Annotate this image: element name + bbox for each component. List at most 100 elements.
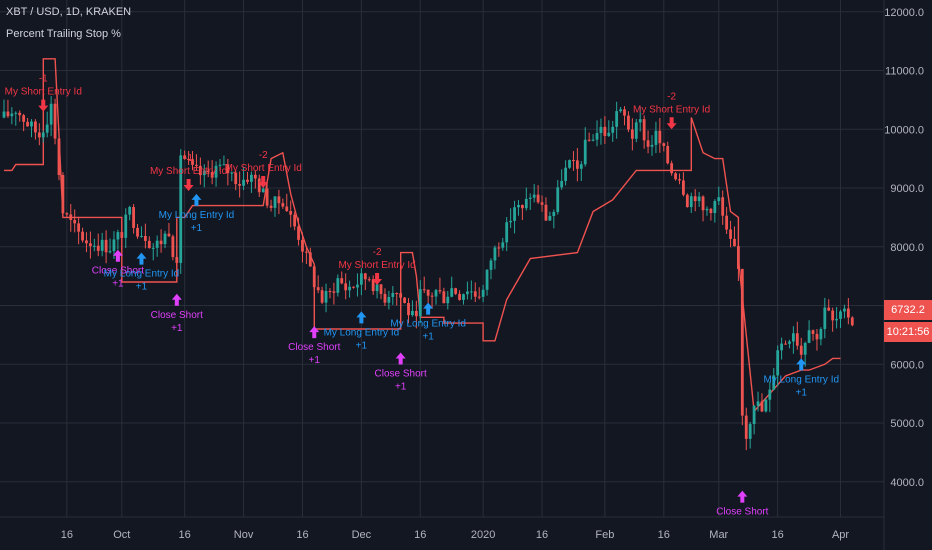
signal-arrow: [309, 326, 320, 339]
signal-arrow: [666, 117, 677, 130]
candle-body: [611, 126, 615, 133]
candle-body: [312, 266, 316, 288]
signal-arrow: [423, 302, 434, 315]
candle-body: [532, 194, 536, 198]
candle-body: [839, 311, 842, 319]
candle-body: [579, 164, 583, 169]
candle-body: [336, 278, 340, 293]
candle-body: [564, 167, 567, 181]
candle-body: [835, 318, 838, 321]
candle-body: [583, 139, 587, 165]
signal-qty: +1: [356, 340, 368, 351]
candle-body: [328, 291, 332, 293]
candle-body: [815, 333, 819, 340]
candle-body: [776, 350, 780, 376]
time-tick-label: 16: [61, 529, 73, 541]
candle-body: [89, 243, 92, 247]
candle-body: [505, 222, 509, 243]
candle-body: [485, 269, 489, 290]
candle-body: [418, 289, 422, 317]
time-tick-label: 16: [296, 529, 308, 541]
candle-body: [45, 124, 49, 133]
candle-body: [524, 198, 528, 209]
candle-body: [846, 308, 850, 318]
candle-body: [575, 160, 579, 169]
candle-body: [630, 129, 634, 139]
candle-body: [195, 164, 198, 166]
candle-body: [293, 214, 297, 227]
signal-label: My Short Entry Id: [338, 260, 415, 271]
signal-qty: +1: [309, 355, 321, 366]
candle-body: [289, 211, 293, 215]
candle-body: [705, 208, 709, 211]
signals-layer: Close Short +1 Close Short +1 Close Short +1 C…: [5, 74, 839, 518]
candle-body: [367, 279, 371, 281]
candle-body: [116, 232, 120, 240]
signal-arrow: [171, 293, 182, 306]
candle-body: [57, 138, 61, 176]
candle-body: [297, 226, 300, 240]
candle-body: [261, 188, 265, 193]
candle-body: [92, 245, 96, 247]
candle-body: [407, 302, 410, 316]
price-tick-label: 8000.0: [890, 242, 924, 254]
candle-body: [387, 296, 391, 303]
signal-label: Close Short: [375, 369, 427, 380]
candle-body: [615, 111, 619, 127]
candle-body: [654, 130, 658, 145]
candle-body: [108, 251, 112, 253]
candle-body: [281, 203, 285, 207]
candle-body: [140, 235, 143, 237]
time-tick-label: 16: [414, 529, 426, 541]
candle-body: [246, 179, 249, 182]
candle-body: [53, 103, 57, 139]
candle-body: [332, 291, 336, 293]
price-axis[interactable]: 4000.05000.06000.07000.08000.09000.01000…: [884, 7, 924, 489]
signal-qty: +1: [422, 332, 434, 343]
candle-body: [548, 216, 552, 221]
candle-body: [191, 159, 194, 165]
candle-body: [473, 291, 477, 297]
signal-label: My Short Entry Id: [633, 104, 710, 115]
time-axis[interactable]: 16 Oct 16 Nov 16 Dec 16 2020 16 Feb 16 Mar 16 Apr: [61, 529, 850, 541]
candle-body: [737, 246, 740, 269]
candle-body: [469, 291, 473, 293]
indicator-title[interactable]: Percent Trailing Stop %: [6, 28, 121, 40]
candle-body: [202, 170, 206, 176]
time-tick-label: Dec: [352, 529, 372, 541]
candle-body: [827, 307, 831, 311]
candle-body: [69, 214, 73, 220]
time-tick-label: 16: [772, 529, 784, 541]
candle-body: [430, 295, 434, 297]
candle-body: [501, 242, 505, 248]
signal-label: Close Short: [288, 342, 340, 353]
candle-body: [682, 180, 685, 195]
price-tick-label: 4000.0: [890, 477, 924, 489]
candle-body: [619, 109, 622, 112]
candle-body: [466, 291, 469, 295]
candle-body: [167, 233, 171, 237]
candle-body: [803, 342, 807, 355]
candle-body: [521, 204, 524, 209]
candle-body: [748, 424, 752, 439]
candle-body: [65, 213, 69, 215]
candle-body: [151, 247, 155, 249]
time-tick-label: Oct: [113, 529, 130, 541]
signal-label: My Long Entry Id: [104, 269, 180, 280]
candle-body: [22, 115, 26, 122]
candle-body: [411, 310, 414, 316]
signal-arrow: [191, 193, 202, 206]
candle-body: [595, 133, 599, 140]
candle-body: [403, 297, 406, 303]
candle-body: [450, 288, 454, 297]
signal-label: My Long Entry Id: [324, 327, 400, 338]
candle-body: [717, 197, 721, 202]
candle-body: [132, 207, 135, 228]
candle-body: [587, 139, 591, 141]
candle-body: [513, 207, 516, 221]
candle-body: [788, 341, 791, 344]
candle-body: [540, 202, 544, 205]
candle-body: [104, 239, 108, 253]
